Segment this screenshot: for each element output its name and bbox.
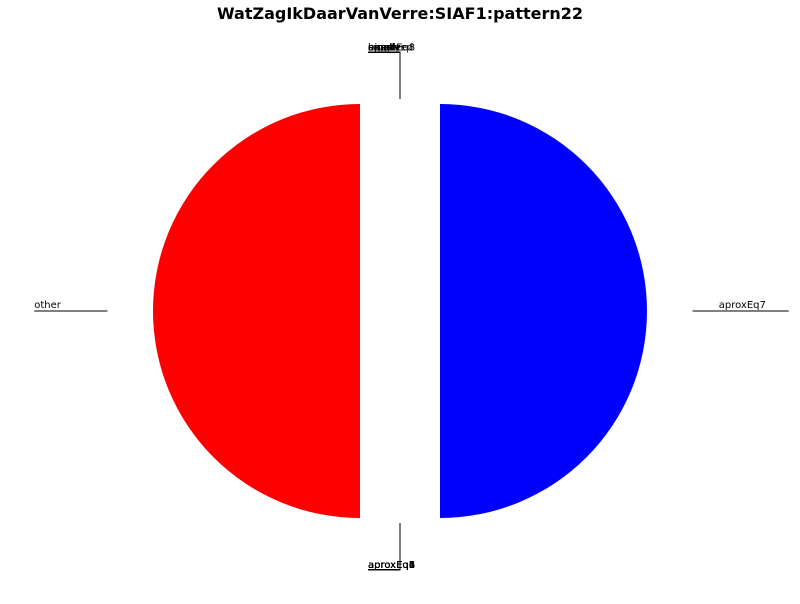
leader-line-empty — [368, 51, 401, 99]
slice-label-aproxeq7: aproxEq7 — [719, 300, 766, 311]
leader-line-aproxeq8 — [368, 51, 401, 99]
slice-label-aproxeq5: aproxEq5 — [368, 560, 415, 571]
leader-line-unsolved — [368, 51, 401, 99]
slice-label-aproxeq8: aproxEq8 — [368, 42, 415, 53]
slice-label-exact: exact — [368, 42, 396, 53]
slice-label-aproxeq3: aproxEq3 — [368, 560, 415, 571]
slice-label-equal: equal — [368, 42, 396, 53]
slice-label-other: other — [34, 300, 62, 311]
pie-labels: otheraproxEq1aproxEq2aproxEq3aproxEq4apr… — [34, 42, 789, 571]
pie-slice-aproxeq7 — [440, 104, 647, 518]
leader-line-aproxeq6 — [368, 523, 401, 571]
slice-label-aproxeq2: aproxEq2 — [368, 560, 415, 571]
pie-slices — [153, 104, 647, 518]
pie-slice-other — [153, 104, 360, 518]
leader-line-bigger — [368, 51, 401, 99]
slice-label-smaller: smaller — [368, 42, 406, 53]
leader-line-exact — [368, 51, 401, 99]
slice-label-aproxeq6: aproxEq6 — [368, 560, 415, 571]
leader-line-equal — [368, 51, 401, 99]
chart-title: WatZagIkDaarVanVerre:SIAF1:pattern22 — [217, 4, 583, 23]
slice-label-aproxeq4: aproxEq4 — [368, 560, 415, 571]
leader-line-smaller — [368, 51, 401, 99]
slice-label-unsolved: unsolved — [368, 42, 413, 53]
slice-label-bigger: bigger — [368, 42, 401, 53]
slice-label-aproxeq1: aproxEq1 — [368, 560, 415, 571]
slice-label-empty: empty — [368, 42, 400, 53]
